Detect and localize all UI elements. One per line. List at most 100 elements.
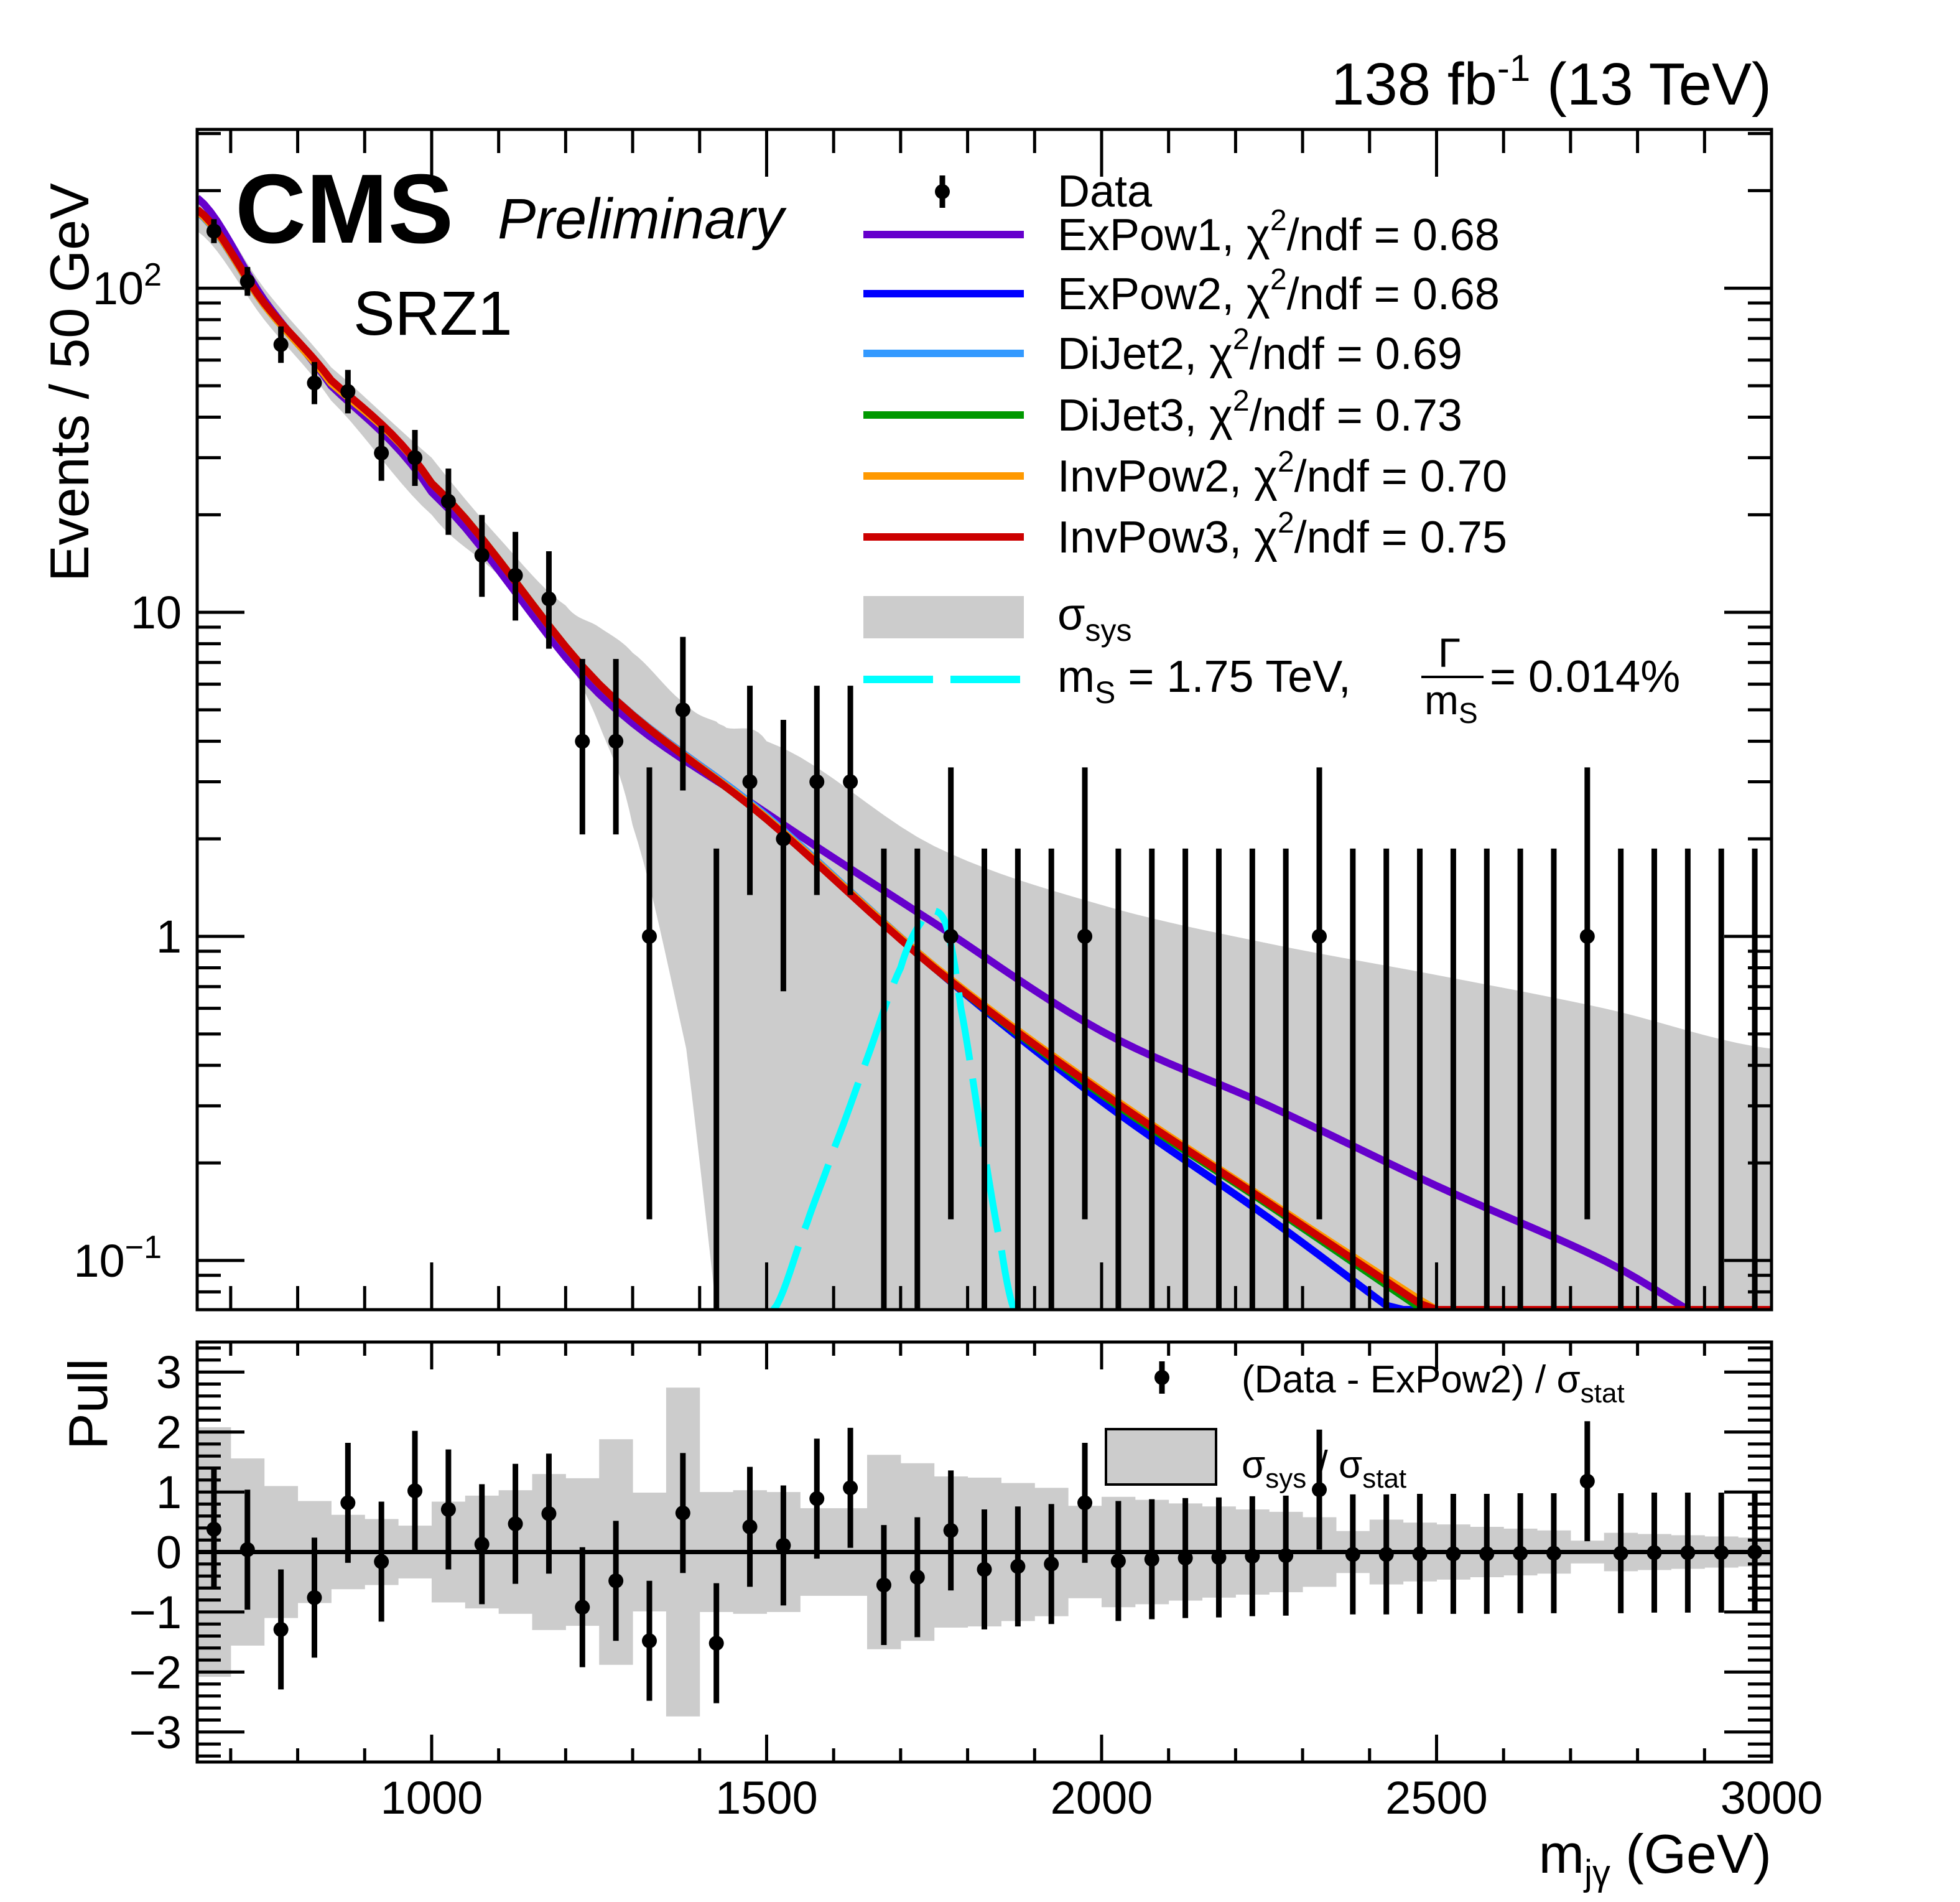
legend-data: Data	[935, 167, 1153, 217]
legend-signal-frac-num: Γ	[1438, 630, 1461, 676]
legend-signal-width: = 0.014%	[1490, 652, 1680, 702]
pull-point	[608, 1573, 624, 1588]
pull-point	[575, 1600, 590, 1615]
x-tick-label: 2000	[1051, 1772, 1153, 1824]
data-point	[1312, 929, 1327, 944]
pull-point	[1144, 1552, 1159, 1567]
data-point	[776, 831, 791, 847]
pull-point	[1479, 1546, 1495, 1562]
pull-point	[474, 1536, 490, 1552]
legend-signal-label: mS = 1.75 TeV,	[1057, 652, 1351, 710]
pull-point	[876, 1577, 891, 1593]
pull-point	[1378, 1547, 1394, 1562]
x-tick-label: 1500	[715, 1772, 818, 1824]
data-point	[541, 591, 557, 607]
x-axis-label: mjγ (GeV)	[1539, 1823, 1772, 1893]
pull-point	[374, 1554, 389, 1569]
pull-y-tick-label: 1	[156, 1466, 182, 1518]
legend-label-expow2: ExPow2, χ2/ndf = 0.68	[1057, 263, 1500, 319]
legend-label-invpow3: InvPow3, χ2/ndf = 0.75	[1057, 506, 1507, 562]
pull-point	[1613, 1545, 1628, 1561]
pull-y-tick-label: −2	[129, 1646, 182, 1698]
pull-y-tick-label: 2	[156, 1407, 182, 1458]
main-plot-area	[197, 194, 1772, 1310]
y-axis-label: Events / 50 GeV	[39, 183, 100, 582]
pull-plot-area	[197, 1387, 1772, 1717]
y-tick-label: 1	[156, 911, 182, 963]
data-point	[608, 734, 624, 749]
pull-frame	[195, 1340, 1773, 1764]
pull-point	[239, 1542, 255, 1557]
data-point	[340, 384, 356, 399]
legend-data-label: Data	[1057, 167, 1153, 217]
legend-signal: mS = 1.75 TeV, Γ mS = 0.014%	[863, 630, 1680, 729]
pull-point	[708, 1636, 724, 1651]
legend-data-marker	[935, 184, 950, 199]
y-tick-label: 10−1	[73, 1229, 162, 1287]
pull-point	[742, 1519, 758, 1534]
pull-point	[1177, 1550, 1193, 1566]
pull-point	[1714, 1545, 1729, 1560]
pull-point	[1077, 1495, 1093, 1511]
pull-point	[776, 1537, 791, 1553]
data-point	[440, 493, 456, 509]
pull-y-tick-label: 0	[156, 1527, 182, 1578]
pull-legend-band-label: σsys / σstat	[1242, 1443, 1406, 1494]
luminosity-label: 138 fb-1 (13 TeV)	[1331, 47, 1772, 118]
legend-sys-label: σsys	[1057, 590, 1131, 648]
pull-point	[1546, 1545, 1561, 1561]
pull-point	[407, 1483, 423, 1499]
pull-point	[909, 1570, 925, 1585]
pull-point	[1211, 1550, 1227, 1565]
pull-point	[641, 1633, 657, 1649]
data-point	[742, 774, 758, 790]
data-point	[474, 548, 490, 563]
pull-point	[843, 1480, 858, 1496]
main-frame	[195, 128, 1773, 1312]
legend-invpow2: InvPow2, χ2/ndf = 0.70	[863, 445, 1507, 501]
legend-label-expow1: ExPow1, χ2/ndf = 0.68	[1057, 204, 1500, 260]
region-label: SRZ1	[353, 279, 513, 348]
legend-label-dijet3: DiJet3, χ2/ndf = 0.73	[1057, 385, 1462, 441]
pull-point	[1513, 1545, 1528, 1561]
legend-invpow3: InvPow3, χ2/ndf = 0.75	[863, 506, 1507, 562]
legend-dijet3: DiJet3, χ2/ndf = 0.73	[863, 385, 1462, 441]
data-point	[374, 445, 389, 461]
legend-expow1: ExPow1, χ2/ndf = 0.68	[863, 204, 1500, 260]
legend-sys-swatch	[863, 596, 1024, 638]
legend-expow2: ExPow2, χ2/ndf = 0.68	[863, 263, 1500, 319]
pull-point	[508, 1516, 523, 1532]
pull-point	[1345, 1547, 1360, 1562]
data-point	[206, 223, 221, 239]
pull-legend: (Data - ExPow2) / σstat σsys / σstat	[1105, 1358, 1625, 1494]
pull-point	[1646, 1545, 1662, 1560]
pull-point	[1010, 1559, 1026, 1574]
pull-y-tick-label: 3	[156, 1346, 182, 1398]
pull-axis-label: Pull	[57, 1358, 119, 1450]
x-tick-label: 3000	[1721, 1772, 1823, 1824]
data-point	[843, 774, 858, 790]
pull-point	[440, 1502, 456, 1517]
legend-label-invpow2: InvPow2, χ2/ndf = 0.70	[1057, 445, 1507, 501]
y-tick-label: 102	[93, 257, 162, 314]
data-point	[641, 929, 657, 944]
pull-point	[943, 1522, 959, 1538]
pull-point	[1110, 1553, 1126, 1569]
sys-band	[197, 194, 1772, 1310]
pull-point	[675, 1505, 690, 1521]
data-point	[575, 734, 590, 749]
legend-signal-frac-den: mS	[1424, 677, 1478, 729]
pull-point	[307, 1590, 322, 1605]
pull-y-tick-label: −3	[129, 1707, 182, 1758]
pull-point	[273, 1621, 289, 1637]
data-point	[675, 702, 690, 717]
data-point	[239, 274, 255, 289]
data-point	[508, 567, 523, 583]
data-point	[809, 774, 825, 790]
legend-label-dijet2: DiJet2, χ2/ndf = 0.69	[1057, 323, 1462, 379]
pull-point	[340, 1495, 356, 1511]
